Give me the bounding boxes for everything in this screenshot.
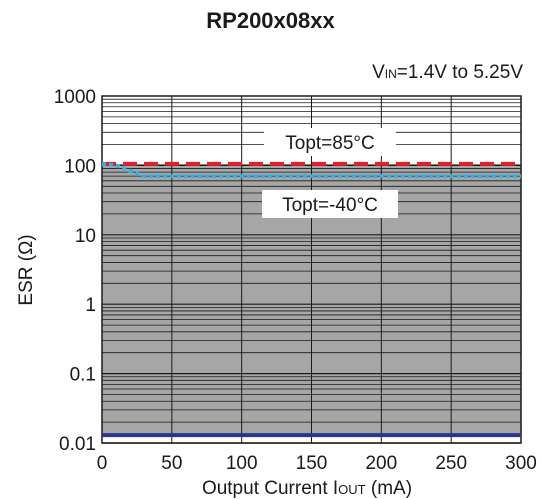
chart-title: RP200x08xx xyxy=(206,8,335,33)
plot-frame xyxy=(101,95,522,444)
condition-rest: =1.4V to 5.25V xyxy=(396,62,523,83)
y-tick-label: 10 xyxy=(75,226,96,247)
x-tick-labels: 0 50 100 150 200 250 300 xyxy=(97,453,537,474)
y-tick-label: 1 xyxy=(85,295,96,316)
condition-prefix: V xyxy=(372,62,385,83)
callout-box xyxy=(264,128,396,156)
y-axis-title: ESR (Ω) xyxy=(16,234,37,305)
x-tick-label: 50 xyxy=(161,453,182,474)
callout-label: Topt=-40°C xyxy=(282,195,378,216)
callout-box xyxy=(262,190,398,218)
condition-subscript: IN xyxy=(384,67,397,81)
callout-label: Topt=85°C xyxy=(285,133,374,154)
x-axis-title: Output Current IOUT (mA) xyxy=(202,478,412,499)
series-line-minus40c xyxy=(101,161,521,179)
x-axis-title-subscript: OUT xyxy=(338,482,366,497)
x-tick-label: 150 xyxy=(296,453,328,474)
callouts: Topt=85°C Topt=-40°C xyxy=(262,128,398,218)
y-tick-label: 1000 xyxy=(54,87,96,108)
condition-label: VIN=1.4V to 5.25V xyxy=(372,62,523,84)
y-tick-label: 0.1 xyxy=(70,365,96,386)
series-group xyxy=(101,161,521,438)
x-tick-label: 200 xyxy=(365,453,397,474)
y-tick-labels: 0.01 0.1 1 10 100 1000 xyxy=(54,87,96,455)
x-axis-title-prefix: Output Current I xyxy=(202,478,338,499)
x-tick-label: 0 xyxy=(97,453,108,474)
y-tick-label: 100 xyxy=(64,156,96,177)
x-axis-title-rest: (mA) xyxy=(366,478,412,499)
y-tick-label: 0.01 xyxy=(59,434,96,455)
x-tick-label: 100 xyxy=(226,453,258,474)
x-tick-label: 250 xyxy=(435,453,467,474)
x-tick-label: 300 xyxy=(505,453,537,474)
